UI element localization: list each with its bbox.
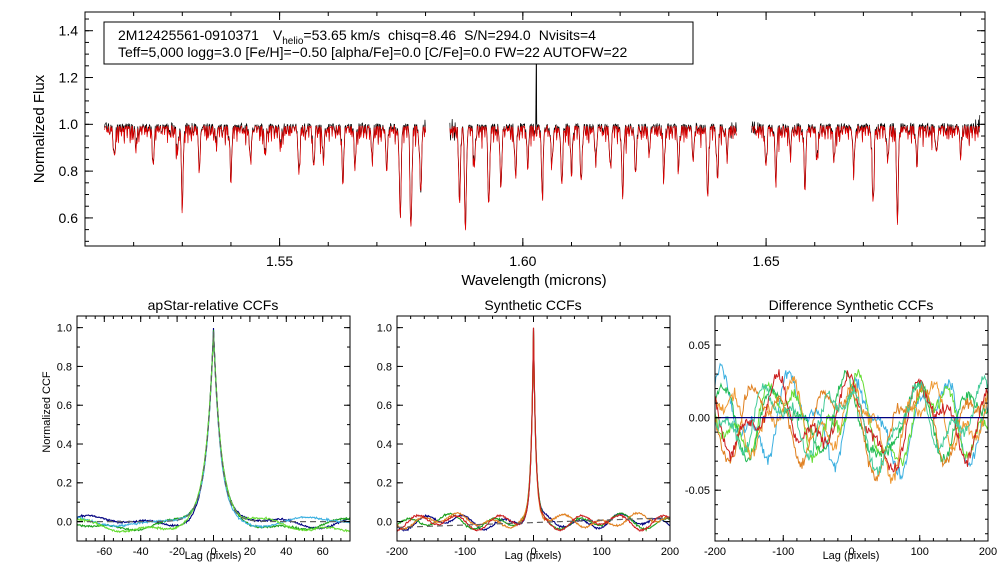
y-tick-label: 0.6: [57, 400, 72, 412]
y-tick-label: 0.8: [377, 361, 392, 373]
model-spectrum-chip-3: [751, 125, 981, 225]
y-tick-label: 0.4: [57, 439, 72, 451]
sn-value: S/N=294.0: [464, 27, 531, 43]
x-tick-label: -100: [772, 546, 794, 558]
x-tick-label: -200: [704, 546, 726, 558]
v-label: V: [273, 27, 283, 43]
spectrum-panel: 1.55 1.60 1.65 0.6 0.8 1.0 1.2 1.4 Wavelength (…: [31, 11, 986, 289]
diff-series-d7: [715, 374, 988, 476]
y-tick-label: 1.4: [59, 23, 79, 39]
spectrum-title-box: [103, 21, 694, 65]
y-tick-label: 0.0: [57, 516, 72, 528]
model-spectrum-chip-1: [104, 124, 426, 227]
x-tick-label: 40: [280, 546, 292, 558]
apstar-ccf-traces: [77, 328, 350, 534]
y-tick-label: 0.6: [377, 400, 392, 412]
y-tick-label: 0.05: [689, 340, 710, 352]
ccf-series-visit-3: [77, 331, 350, 529]
chisq-value: chisq=8.46: [388, 27, 456, 43]
x-tick-label: 200: [661, 546, 679, 558]
y-tick-label: 0.2: [377, 478, 392, 490]
apstar-ccf-ylabel: Normalized CCF: [41, 371, 53, 453]
x-tick-label: -20: [169, 546, 185, 558]
v-value: =53.65 km/s: [303, 27, 380, 43]
star-id: 2M12425561-0910371: [118, 27, 259, 43]
ccf-series-visit-1: [77, 328, 350, 530]
x-tick-label: 0: [530, 546, 536, 558]
diff-series-d1: [715, 362, 988, 480]
x-tick-label: 100: [593, 546, 611, 558]
apstar-ccf-title: apStar-relative CCFs: [148, 297, 279, 313]
synthetic-ccf-traces: [397, 327, 670, 533]
apstar-ccf-frame: [76, 315, 351, 542]
x-tick-label: 1.55: [266, 253, 293, 269]
x-tick-label: 0: [210, 546, 216, 558]
spectrum-xlabel: Wavelength (microns): [461, 272, 606, 289]
y-tick-label: 0.2: [57, 478, 72, 490]
y-tick-label: 0.0: [377, 516, 392, 528]
ccf-mean-line: [77, 331, 350, 523]
nvisits-value: Nvisits=4: [539, 27, 596, 43]
x-tick-label: 100: [911, 546, 929, 558]
y-tick-label: 0.6: [59, 210, 79, 226]
x-tick-label: 200: [979, 546, 997, 558]
y-tick-label: 1.0: [377, 322, 392, 334]
y-tick-label: 0.8: [57, 361, 72, 373]
ccf-mean-line: [397, 517, 670, 529]
y-tick-label: 0.8: [59, 163, 79, 179]
difference-ccf-panel: -200 -100 0 100 200 -0.05 0.00 0.05 Difference …: [685, 297, 997, 562]
apstar-ccf-ticks: -60 -40 -20 0 20 40 60 0.0 0.2 0.4 0.6 0.8 1.0: [57, 316, 351, 558]
difference-ccf-xlabel: Lag (pixels): [823, 550, 880, 562]
synthetic-ccf-xlabel: Lag (pixels): [505, 550, 562, 562]
x-tick-label: -60: [96, 546, 112, 558]
x-tick-label: 1.60: [509, 253, 536, 269]
synthetic-ccf-ticks: -200 -100 0 100 200 0.0 0.2 0.4 0.6 0.8 1.0: [377, 316, 679, 558]
spectrum-ticks: 1.55 1.60 1.65 0.6 0.8 1.0 1.2 1.4: [59, 12, 985, 269]
x-tick-label: 60: [317, 546, 329, 558]
x-tick-label: -40: [133, 546, 149, 558]
apstar-ccf-xlabel: Lag (pixels): [185, 550, 242, 562]
difference-ccf-title: Difference Synthetic CCFs: [769, 297, 934, 313]
synthetic-ccf-title: Synthetic CCFs: [484, 297, 581, 313]
ccf-series-visit-2: [77, 330, 350, 532]
diff-series-d6: [715, 369, 988, 473]
y-tick-label: 0.00: [689, 412, 710, 424]
spectrum-frame: [84, 11, 986, 247]
x-tick-label: -100: [454, 546, 476, 558]
spectrum-traces: [104, 51, 981, 231]
observed-spectrum-chip-1: [104, 119, 426, 226]
ccf-series-visit-4: [77, 332, 350, 534]
y-tick-label: 1.0: [57, 322, 72, 334]
ccf-series-visit-4: [397, 327, 670, 533]
y-tick-label: 1.2: [59, 69, 79, 85]
x-tick-label: 20: [244, 546, 256, 558]
synthetic-ccf-panel: -200 -100 0 100 200 0.0 0.2 0.4 0.6 0.8 1.0 Synthe…: [377, 297, 679, 562]
y-tick-label: 0.4: [377, 439, 392, 451]
v-subscript: helio: [282, 36, 304, 47]
difference-ccf-traces: [715, 362, 988, 484]
apstar-ccf-panel: -60 -40 -20 0 20 40 60 0.0 0.2 0.4 0.6 0.8 1.0 apSta…: [41, 297, 351, 562]
y-tick-label: -0.05: [685, 485, 710, 497]
spectrum-title-line2: Teff=5,000 logg=3.0 [Fe/H]=−0.50 [alpha/…: [118, 44, 627, 60]
difference-ccf-ticks: -200 -100 0 100 200 -0.05 0.00 0.05: [685, 315, 997, 558]
observed-spectrum-chip-2: [449, 51, 737, 229]
x-tick-label: 0: [848, 546, 854, 558]
model-spectrum-chip-2: [449, 124, 737, 231]
spectrum-ylabel: Normalized Flux: [31, 74, 48, 183]
spectrum-title-line1: 2M12425561-0910371 Vhelio=53.65 km/s chisq…: [118, 27, 596, 47]
y-tick-label: 1.0: [59, 116, 79, 132]
x-tick-label: -200: [386, 546, 408, 558]
x-tick-label: 1.65: [752, 253, 779, 269]
